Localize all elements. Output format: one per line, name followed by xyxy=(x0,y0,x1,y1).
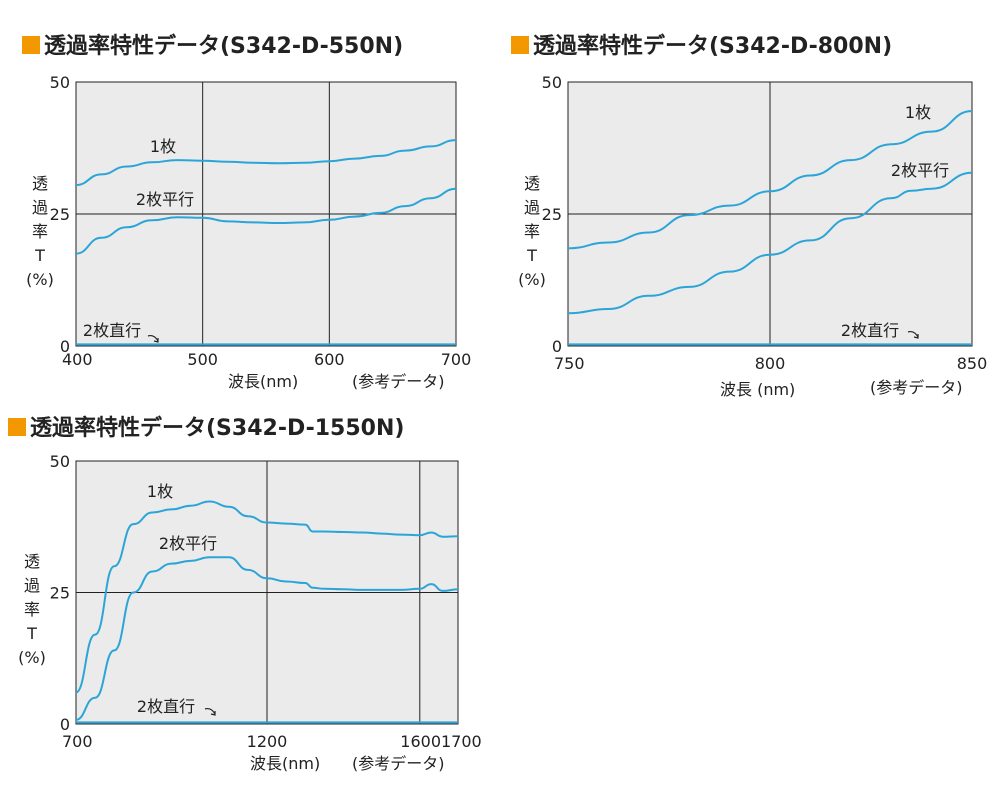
x-axis-label-550n: 波長(nm) xyxy=(228,372,299,391)
x-tick-label: 700 xyxy=(62,732,93,751)
series-label: 1枚 xyxy=(905,103,931,122)
arrow-head-icon xyxy=(913,334,919,339)
x-tick-label: 1200 xyxy=(247,732,288,751)
series-line-parallel xyxy=(75,187,457,255)
series-line-parallel xyxy=(567,171,973,315)
series-line-parallel xyxy=(75,556,459,721)
x-tick-label: 700 xyxy=(441,350,472,369)
series-label: 2枚直行 xyxy=(841,321,899,340)
arrow-icon xyxy=(907,330,919,338)
y-axis-label-1550n: 透過率 T (%) xyxy=(18,552,46,667)
x-tick-label: 400 xyxy=(62,350,93,369)
x-tick-label: 600 xyxy=(314,350,345,369)
series-label: 2枚平行 xyxy=(136,190,194,209)
chart-title-800n: 透過率特性データ(S342-D-800N) xyxy=(511,28,892,60)
series-label: 2枚平行 xyxy=(891,161,949,180)
y-tick-label: 0 xyxy=(60,715,70,734)
y-tick-label: 25 xyxy=(50,584,70,603)
series-label: 2枚平行 xyxy=(159,534,217,553)
reference-note-550n: (参考データ) xyxy=(352,372,445,391)
series-line-single xyxy=(75,139,457,186)
series-label: 1枚 xyxy=(147,482,173,501)
x-tick-label: 800 xyxy=(755,354,786,373)
x-tick-label: 1600 xyxy=(400,732,441,751)
orange-square-icon xyxy=(8,418,26,436)
series-label: 2枚直行 xyxy=(137,697,195,716)
reference-note-800n: (参考データ) xyxy=(870,378,963,397)
chart-title-550n: 透過率特性データ(S342-D-550N) xyxy=(22,28,403,60)
arrow-icon xyxy=(147,334,159,342)
series-label: 1枚 xyxy=(150,137,176,156)
x-tick-label: 850 xyxy=(957,354,988,373)
x-tick-label: 750 xyxy=(554,354,585,373)
chart-800n: 0 25 50 750 800 850 1枚 2枚平行 2枚直行 xyxy=(542,73,988,373)
chart-1550n: 0 25 50 700 1200 1600 1700 1枚 2枚平行 2枚直行 xyxy=(50,452,482,751)
arrow-icon xyxy=(204,707,216,715)
orange-square-icon xyxy=(511,36,529,54)
x-tick-label: 1700 xyxy=(441,732,482,751)
reference-note-1550n: (参考データ) xyxy=(352,754,445,773)
y-axis-label-800n: 透過率 T (%) xyxy=(518,174,546,289)
y-axis-label-550n: 透過率 T (%) xyxy=(26,174,54,289)
arrow-head-icon xyxy=(153,338,159,343)
y-tick-label: 50 xyxy=(50,73,70,92)
y-tick-label: 25 xyxy=(542,205,562,224)
x-axis-label-1550n: 波長(nm) xyxy=(250,754,321,773)
series-line-single xyxy=(567,110,973,250)
orange-square-icon xyxy=(22,36,40,54)
y-tick-label: 50 xyxy=(542,73,562,92)
chart-title-1550n: 透過率特性データ(S342-D-1550N) xyxy=(8,410,404,442)
series-line-single xyxy=(75,500,459,694)
y-tick-label: 25 xyxy=(50,205,70,224)
x-axis-label-800n: 波長 (nm) xyxy=(720,380,796,399)
y-tick-label: 0 xyxy=(552,337,562,356)
series-label: 2枚直行 xyxy=(83,321,141,340)
arrow-head-icon xyxy=(210,711,216,716)
y-tick-label: 0 xyxy=(60,337,70,356)
y-tick-label: 50 xyxy=(50,452,70,471)
x-tick-label: 500 xyxy=(187,350,218,369)
chart-550n: 0 25 50 400 500 600 700 1枚 2枚平行 2枚直行 xyxy=(50,73,472,369)
